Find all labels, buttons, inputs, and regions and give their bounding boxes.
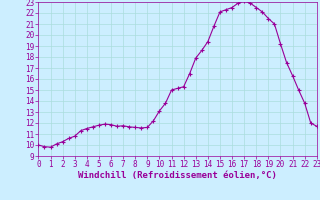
- X-axis label: Windchill (Refroidissement éolien,°C): Windchill (Refroidissement éolien,°C): [78, 171, 277, 180]
